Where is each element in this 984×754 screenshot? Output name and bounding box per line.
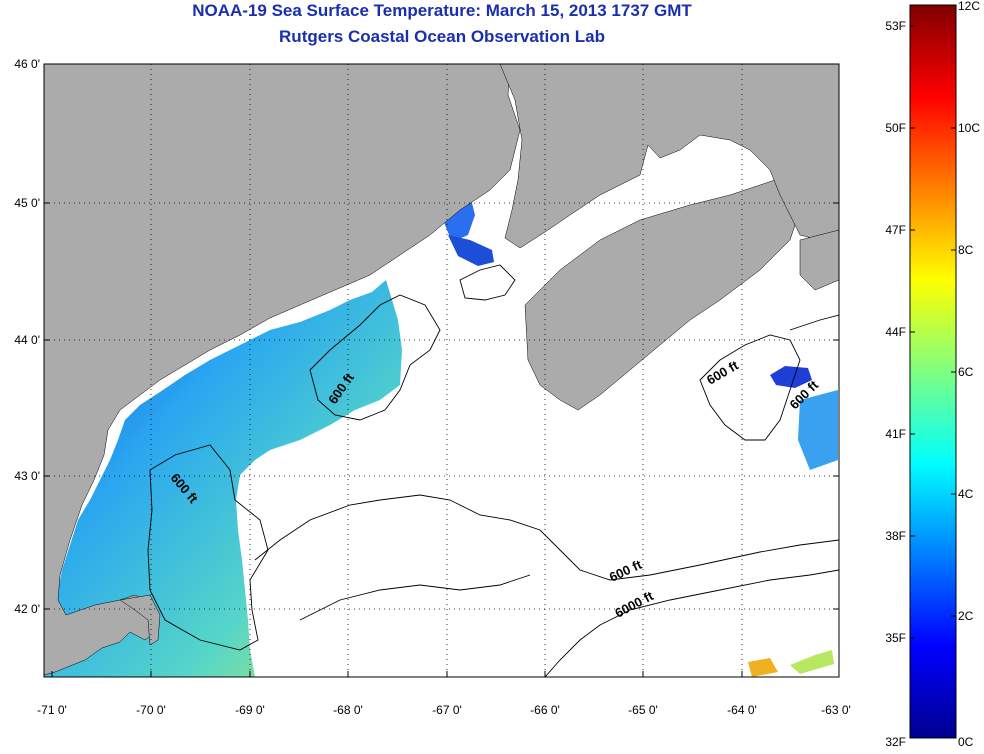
colorbar-f-35: 35F <box>885 631 906 645</box>
colorbar-f-47: 47F <box>885 223 906 237</box>
colorbar-f-32: 32F <box>885 735 906 749</box>
map-title: NOAA-19 Sea Surface Temperature: March 1… <box>192 1 692 20</box>
contour-6000ft <box>544 569 839 677</box>
contour-600ft-fundy <box>459 264 516 301</box>
bathymetry-contours <box>147 264 839 677</box>
contour-600ft-gulf <box>147 444 269 651</box>
graticule <box>44 64 839 677</box>
sst-data-warm-patch <box>748 658 778 677</box>
map-subtitle: Rutgers Coastal Ocean Observation Lab <box>279 27 605 46</box>
land-new-brunswick <box>499 64 839 249</box>
contour-600ft-south <box>299 574 531 621</box>
colorbar-c-6: 6C <box>958 365 974 379</box>
lon-label-63: -63 0' <box>821 703 851 717</box>
map-area <box>44 64 839 677</box>
colorbar-f-38: 38F <box>885 529 906 543</box>
lon-label-65: -65 0' <box>628 703 658 717</box>
colorbar-f-44: 44F <box>885 325 906 339</box>
contour-600ft-georges <box>254 494 839 581</box>
colorbar-c-2: 2C <box>958 609 974 623</box>
lat-label-44: 44 0' <box>14 333 40 347</box>
lon-label-69: -69 0' <box>235 703 265 717</box>
land-nova-scotia <box>524 174 806 411</box>
colorbar-f-53: 53F <box>885 19 906 33</box>
sst-data-warm-patch-2 <box>790 650 834 674</box>
contour-600ft-east <box>789 314 839 331</box>
colorbar-c-10: 10C <box>958 121 980 135</box>
colorbar-c-0: 0C <box>958 735 974 749</box>
land-new-england <box>44 64 521 676</box>
lat-label-46: 46 0' <box>14 57 40 71</box>
colorbar-c-4: 4C <box>958 487 974 501</box>
sst-data-bay-of-fundy-2 <box>448 235 494 266</box>
land-cape-breton <box>799 229 839 291</box>
lat-label-43: 43 0' <box>14 469 40 483</box>
colorbar-f-50: 50F <box>885 121 906 135</box>
colorbar-f-41: 41F <box>885 427 906 441</box>
lat-label-45: 45 0' <box>14 196 40 210</box>
colorbar-c-8: 8C <box>958 243 974 257</box>
map-frame <box>43 63 840 678</box>
sst-data-scotian-shelf <box>770 366 812 388</box>
lon-label-67: -67 0' <box>432 703 462 717</box>
contour-600ft-scotian <box>699 334 801 441</box>
lon-label-64: -64 0' <box>727 703 757 717</box>
lon-label-68: -68 0' <box>333 703 363 717</box>
colorbar-c-12: 12C <box>958 0 980 13</box>
colorbar <box>909 4 957 739</box>
sst-data-scotian-shelf-2 <box>798 390 838 470</box>
contour-600ft-basin <box>309 294 441 421</box>
lon-label-71: -71 0' <box>37 703 67 717</box>
axis-ticks <box>44 63 840 677</box>
lon-label-66: -66 0' <box>530 703 560 717</box>
colorbar-ticks <box>910 25 956 639</box>
land-cape-cod <box>119 594 161 646</box>
lon-label-70: -70 0' <box>136 703 166 717</box>
lat-label-42: 42 0' <box>14 602 40 616</box>
